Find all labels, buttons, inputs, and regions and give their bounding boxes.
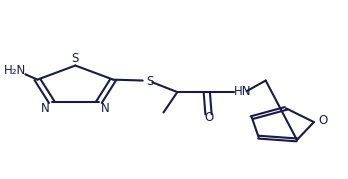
Text: O: O: [318, 114, 327, 127]
Text: H₂N: H₂N: [4, 64, 26, 77]
Text: N: N: [41, 102, 49, 115]
Text: S: S: [72, 52, 79, 65]
Text: O: O: [204, 111, 213, 124]
Text: N: N: [101, 102, 110, 115]
Text: S: S: [146, 75, 153, 88]
Text: HN: HN: [234, 85, 251, 98]
